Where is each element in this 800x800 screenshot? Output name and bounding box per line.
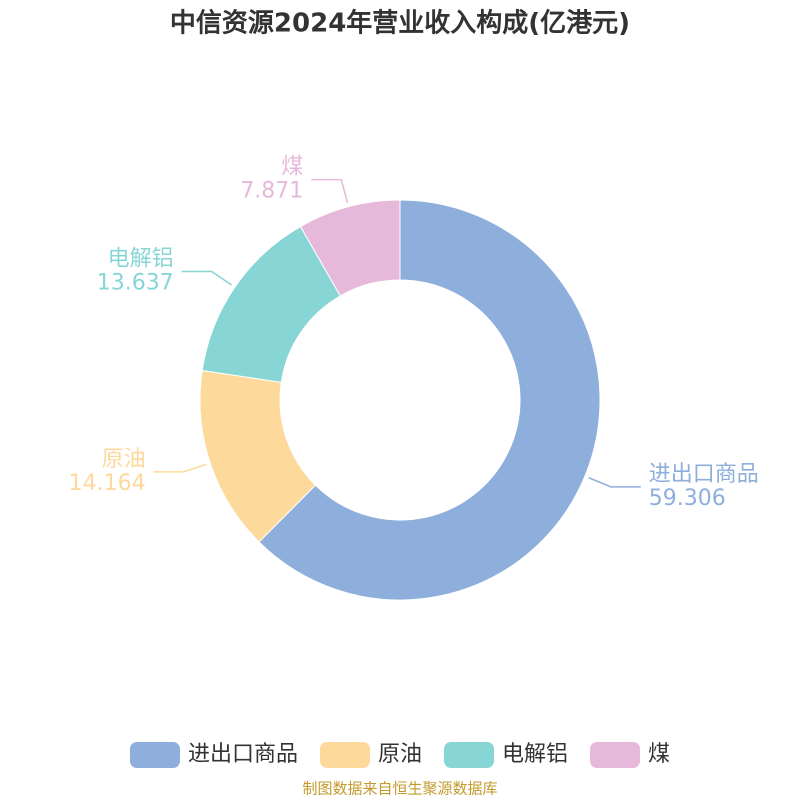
legend-swatch: [129, 742, 180, 768]
legend-label: 煤: [648, 742, 670, 767]
slice-value: 13.637: [97, 270, 174, 295]
source-note: 制图数据来自恒生聚源数据库: [302, 780, 497, 798]
leader-line: [153, 463, 207, 473]
leader-line: [181, 270, 232, 286]
slice-value: 14.164: [69, 471, 146, 496]
legend-label: 进出口商品: [188, 742, 298, 767]
legend-label: 原油: [378, 742, 422, 767]
slice-label: 煤: [281, 155, 303, 180]
legend: 进出口商品 原油 电解铝 煤: [129, 742, 670, 768]
chart-title: 中信资源2024年营业收入构成(亿港元): [170, 8, 630, 39]
slice-label: 原油: [102, 447, 146, 472]
legend-label: 电解铝: [502, 742, 568, 767]
legend-swatch: [319, 742, 370, 768]
slice-label: 电解铝: [108, 246, 174, 271]
slice-value: 7.871: [240, 179, 303, 204]
donut-slice: [258, 199, 601, 601]
legend-swatch: [590, 742, 641, 768]
slice-label: 进出口商品: [649, 462, 759, 487]
leader-line: [311, 178, 349, 204]
leader-line: [588, 477, 641, 488]
slice-value: 59.306: [649, 486, 726, 511]
donut-slice: [299, 199, 401, 297]
legend-swatch: [444, 742, 494, 768]
